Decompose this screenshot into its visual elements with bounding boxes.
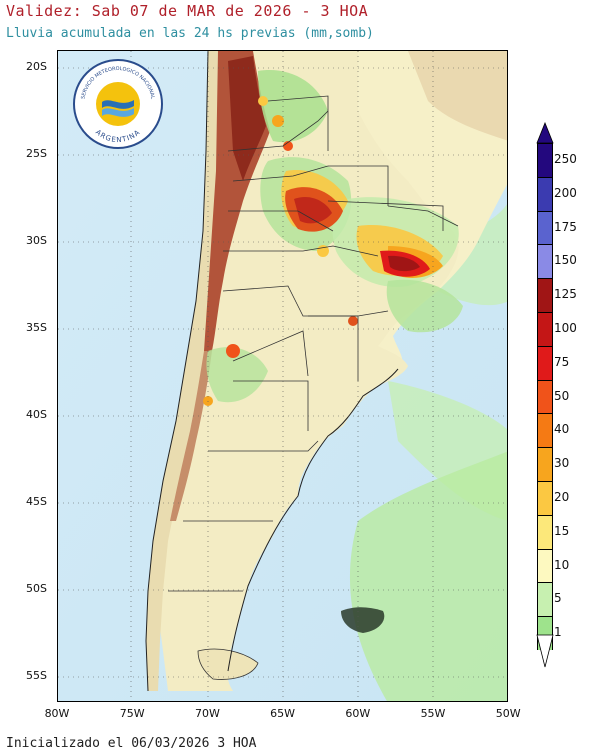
legend-swatch	[537, 345, 553, 380]
legend-swatch	[537, 278, 553, 312]
wave-icon	[102, 100, 134, 109]
tierra-del-fuego	[197, 648, 259, 680]
lat-label: 45S	[26, 495, 47, 508]
lat-label: 35S	[26, 321, 47, 334]
argentina-coastline	[227, 368, 399, 672]
lon-label: 60W	[345, 707, 371, 720]
legend-swatch	[537, 379, 553, 414]
lon-label: 55W	[420, 707, 446, 720]
legend-label: 250	[554, 152, 577, 166]
legend-swatch	[537, 548, 553, 583]
init-timestamp: Inicializado el 06/03/2026 3 HOA	[6, 736, 257, 751]
legend-label: 10	[554, 557, 570, 572]
map-subtitle: Lluvia acumulada en las 24 hs previas (m…	[6, 26, 374, 41]
legend-top-arrow	[536, 122, 554, 144]
lat-label: 50S	[26, 582, 47, 595]
smn-logo: SERVICIO METEOROLOGICO NACIONAL ARGENTIN…	[73, 59, 163, 149]
lon-label: 70W	[194, 707, 220, 720]
rain-spot	[348, 316, 358, 326]
chile-coastline	[145, 51, 209, 692]
legend-label: 30	[554, 456, 570, 471]
map-title: Validez: Sab 07 de MAR de 2026 - 3 HOA	[6, 2, 369, 20]
graticule	[58, 51, 507, 701]
legend-label: 175	[554, 219, 577, 234]
legend-label: 200	[554, 185, 577, 200]
legend-swatch	[537, 413, 553, 448]
map-canvas	[58, 51, 507, 701]
precipitation-map	[57, 50, 508, 702]
ocean-rain-area	[349, 451, 507, 701]
legend-label: 150	[554, 253, 577, 268]
legend-swatch	[537, 481, 553, 515]
rain-area	[386, 279, 463, 333]
legend-swatch	[537, 210, 553, 245]
legend-swatch	[537, 244, 553, 279]
legend-swatch	[537, 582, 553, 617]
legend-swatch	[537, 143, 553, 177]
legend-swatch	[537, 514, 553, 549]
lat-label: 20S	[26, 60, 47, 73]
rain-spot	[258, 96, 268, 106]
lat-label: 25S	[26, 147, 47, 160]
legend-label: 1	[554, 625, 562, 640]
legend-bottom-arrow	[536, 634, 554, 668]
lon-label: 75W	[119, 707, 145, 720]
rain-spot	[283, 141, 293, 151]
rain-spot	[226, 344, 240, 358]
terrain-area	[408, 51, 507, 141]
rain-spot	[272, 115, 284, 127]
lat-label: 55S	[26, 669, 47, 682]
legend-swatch	[537, 447, 553, 481]
legend-label: 20	[554, 490, 570, 504]
rain-area	[206, 347, 268, 403]
ocean-rain-area	[438, 203, 507, 306]
legend-swatch	[537, 312, 553, 346]
legend-label: 75	[554, 354, 570, 369]
lon-label: 50W	[495, 707, 521, 720]
legend-label: 50	[554, 388, 570, 403]
rain-very-heavy	[388, 255, 420, 272]
wave-icon	[102, 108, 134, 117]
andes-southern	[170, 351, 212, 521]
lat-label: 30S	[26, 234, 47, 247]
lon-label: 80W	[44, 707, 70, 720]
lat-label: 40S	[26, 408, 47, 421]
legend-label: 40	[554, 422, 570, 437]
legend-label: 5	[554, 591, 562, 606]
lon-label: 65W	[270, 707, 296, 720]
legend-label: 100	[554, 321, 577, 335]
legend-label: 125	[554, 287, 577, 302]
rain-heavy	[294, 196, 332, 224]
falkland-islands	[341, 607, 385, 633]
legend-swatch	[537, 176, 553, 211]
legend-label: 15	[554, 523, 570, 538]
